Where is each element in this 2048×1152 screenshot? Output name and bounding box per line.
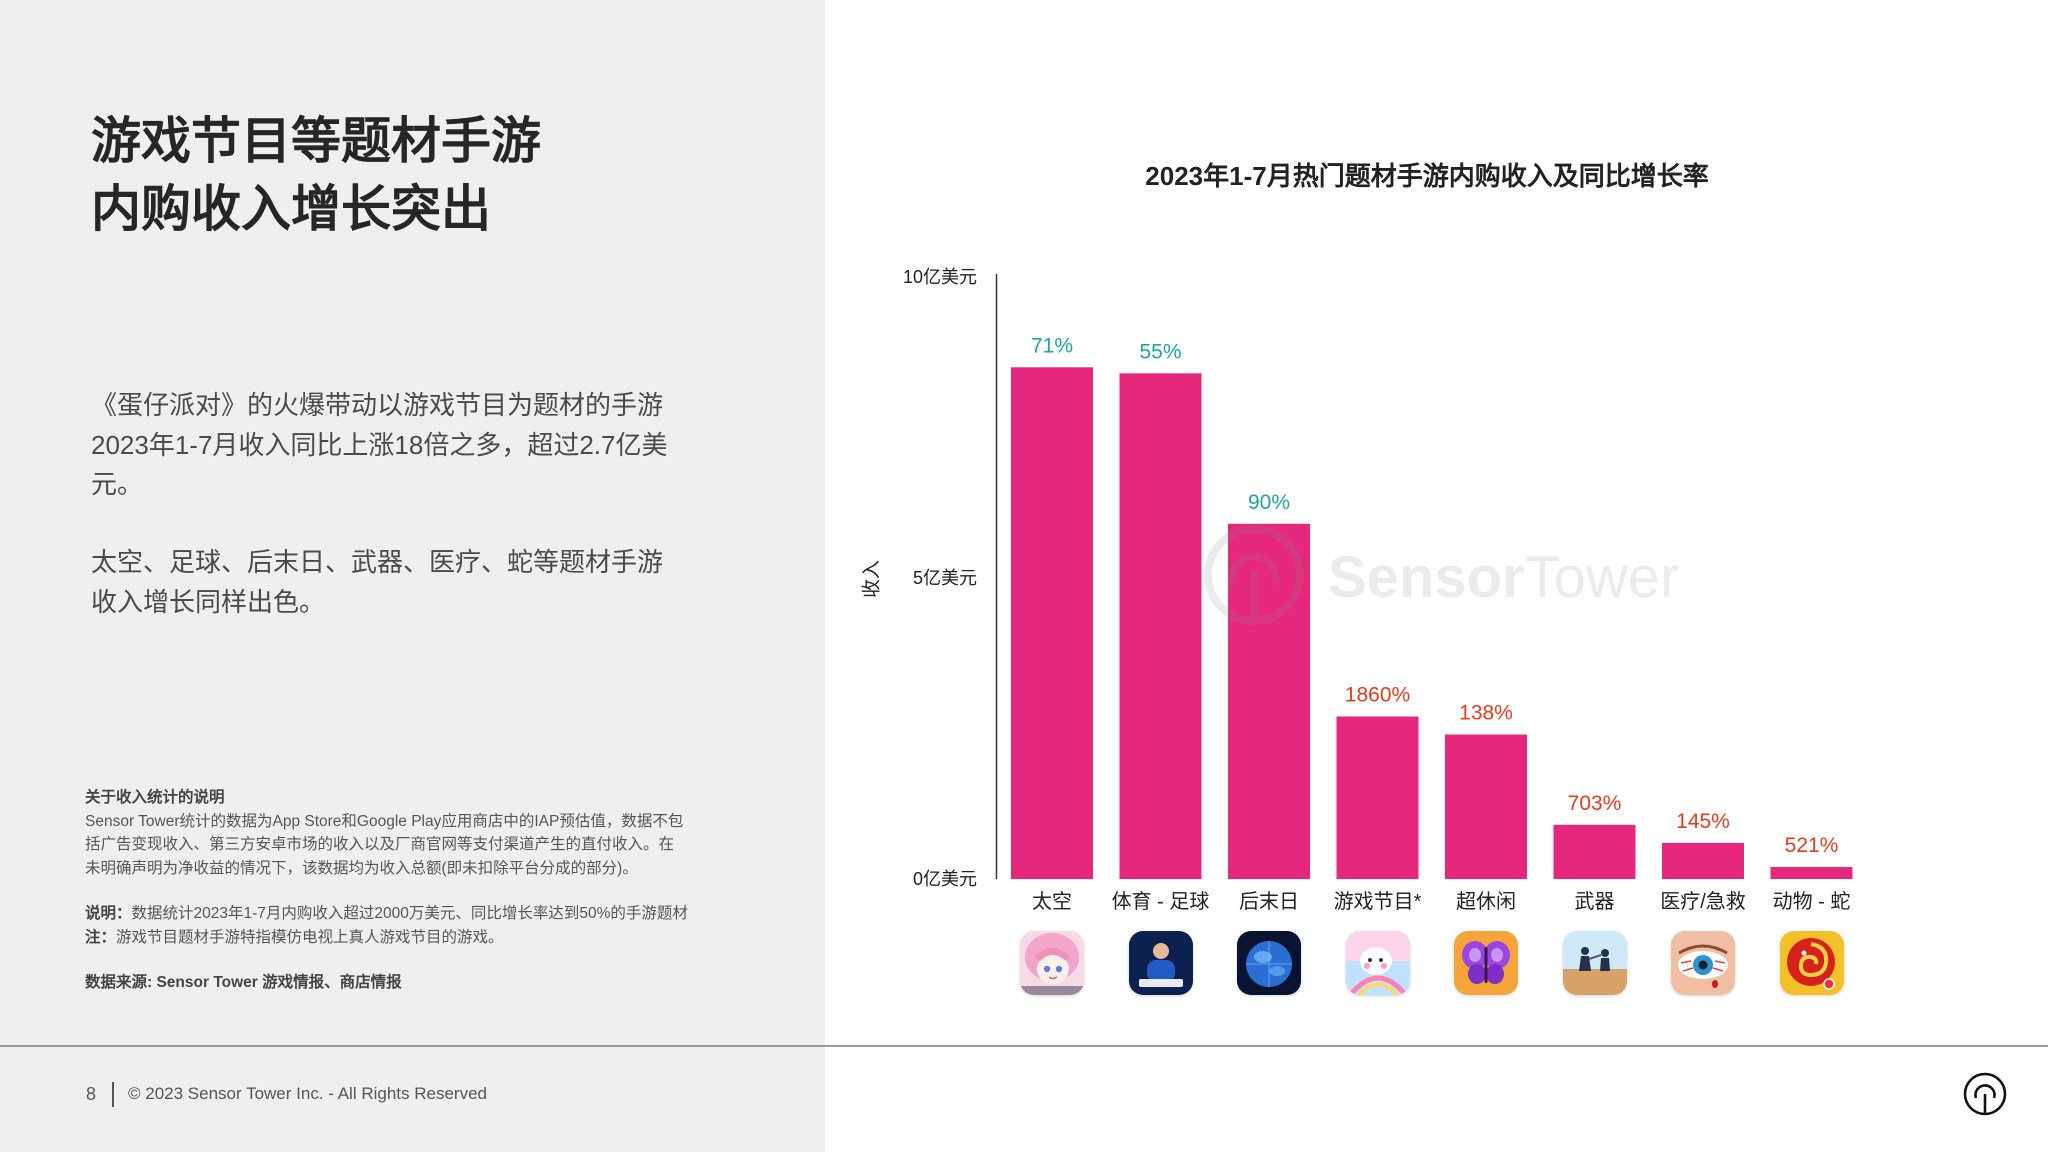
fighting-figures-app-icon (1562, 931, 1627, 995)
injured-eye-app-icon (1671, 931, 1735, 995)
growth-rate-label: 1860% (1345, 684, 1410, 707)
notes-heading: 关于收入统计的说明 (85, 789, 225, 806)
revenue-bar (1662, 842, 1744, 879)
bars-group (1011, 367, 1853, 879)
footer-separator (112, 1082, 114, 1107)
y-tick-label: 0亿美元 (913, 869, 977, 889)
growth-rate-label: 138% (1459, 702, 1513, 725)
chart-title: 2023年1-7月热门题材手游内购收入及同比增长率 (1145, 161, 1708, 191)
growth-rate-label: 521% (1785, 834, 1839, 857)
revenue-bar (1553, 824, 1636, 879)
revenue-bar (1119, 373, 1202, 879)
notes-line: 未明确声明为净收益的情况下，该数据均为收入总额(即未扣除平台分成的部分)。 (85, 859, 638, 877)
category-label: 超休闲 (1456, 890, 1516, 913)
paragraph-line: 太空、足球、后末日、武器、医疗、蛇等题材手游 (91, 547, 664, 577)
category-label: 体育 - 足球 (1112, 890, 1210, 913)
copyright-text: © 2023 Sensor Tower Inc. - All Rights Re… (128, 1084, 487, 1103)
growth-rate-label: 145% (1676, 810, 1730, 833)
explanation-label: 说明： (85, 905, 132, 922)
sensor-tower-logo-icon (1963, 1072, 2007, 1116)
revenue-notes: 关于收入统计的说明 Sensor Tower统计的数据为App Store和Go… (85, 786, 683, 880)
note-line: 注：游戏节目题材手游特指模仿电视上真人游戏节目的游戏。 (85, 926, 688, 950)
summary-paragraph: 《蛋仔派对》的火爆带动以游戏节目为题材的手游 2023年1-7月收入同比上涨18… (91, 386, 667, 505)
growth-rate-label: 55% (1139, 340, 1181, 363)
revenue-bar (1770, 867, 1853, 879)
revenue-bar-chart: 2023年1-7月热门题材手游内购收入及同比增长率 0亿美元5亿美元10亿美元 … (861, 161, 1853, 913)
y-tick-label: 5亿美元 (913, 568, 977, 588)
watermark-brand-bold: Sensor (1328, 545, 1525, 610)
growth-rate-label: 71% (1031, 334, 1073, 357)
note-text: 游戏节目题材手游特指模仿电视上真人游戏节目的游戏。 (116, 928, 504, 946)
paragraph-line: 元。 (91, 469, 144, 499)
paragraph-line: 收入增长同样出色。 (91, 586, 326, 617)
slide-title-line: 游戏节目等题材手游 (91, 113, 541, 169)
revenue-bar (1011, 367, 1093, 879)
party-game-character-app-icon (1345, 931, 1410, 995)
growth-rate-label: 703% (1568, 792, 1622, 815)
explanation-line: 说明：数据统计2023年1-7月内购收入超过2000万美元、同比增长率达到50%… (85, 902, 688, 926)
data-source-text: 数据来源: Sensor Tower 游戏情报、商店情报 (85, 974, 402, 991)
revenue-bar (1336, 716, 1419, 879)
paragraph-line: 2023年1-7月收入同比上涨18倍之多，超过2.7亿美 (91, 429, 668, 460)
revenue-bar (1228, 523, 1310, 879)
y-tick-label: 10亿美元 (903, 267, 977, 287)
data-source: 数据来源: Sensor Tower 游戏情报、商店情报 (85, 971, 402, 995)
category-label: 医疗/急救 (1660, 890, 1746, 913)
category-label: 武器 (1575, 890, 1615, 913)
growth-rate-label: 90% (1248, 491, 1290, 514)
bar-labels-group: 71% 太空 55% 体育 - 足球 90% 后末日 1860% 游戏节目* 138% 超休闲 70… (1031, 334, 1850, 913)
footer-divider-line (0, 1045, 2048, 1047)
y-axis-label: 收入 (861, 560, 883, 598)
detail-paragraph: 太空、足球、后末日、武器、医疗、蛇等题材手游 收入增长同样出色。 (91, 543, 663, 622)
football-player-app-icon (1128, 931, 1193, 995)
watermark-brand-light: Tower (1525, 545, 1680, 610)
left-text-panel: 游戏节目等题材手游 内购收入增长突出 《蛋仔派对》的火爆带动以游戏节目为题材的手… (0, 0, 825, 1152)
category-label: 后末日 (1239, 890, 1299, 913)
notes-line: 括广告变现收入、第三方安卓市场的收入以及厂商官网等支付渠道产生的直付收入。在 (85, 836, 675, 853)
category-label: 动物 - 蛇 (1773, 890, 1851, 913)
notes-line: Sensor Tower统计的数据为App Store和Google Play应… (85, 812, 684, 830)
butterfly-app-icon (1454, 931, 1518, 995)
page-number: 8 (86, 1084, 97, 1104)
explanation-notes: 说明：数据统计2023年1-7月内购收入超过2000万美元、同比增长率达到50%… (85, 902, 688, 949)
paragraph-line: 《蛋仔派对》的火爆带动以游戏节目为题材的手游 (91, 390, 664, 420)
snake-ball-app-icon (1779, 931, 1844, 995)
watermark-brand: SensorTower (1328, 545, 1679, 610)
anime-girl-app-icon (1020, 931, 1084, 995)
slide-title: 游戏节目等题材手游 内购收入增长突出 (91, 107, 541, 243)
category-label: 游戏节目* (1334, 890, 1422, 913)
revenue-bar (1445, 734, 1527, 879)
y-tick-labels: 0亿美元 5亿美元 10亿美元 (903, 267, 977, 889)
slide-title-line: 内购收入增长突出 (91, 181, 491, 237)
globe-app-icon (1237, 931, 1301, 995)
category-label: 太空 (1032, 890, 1072, 913)
explanation-text: 数据统计2023年1-7月内购收入超过2000万美元、同比增长率达到50%的手游… (131, 905, 688, 922)
note-label: 注： (85, 928, 117, 946)
